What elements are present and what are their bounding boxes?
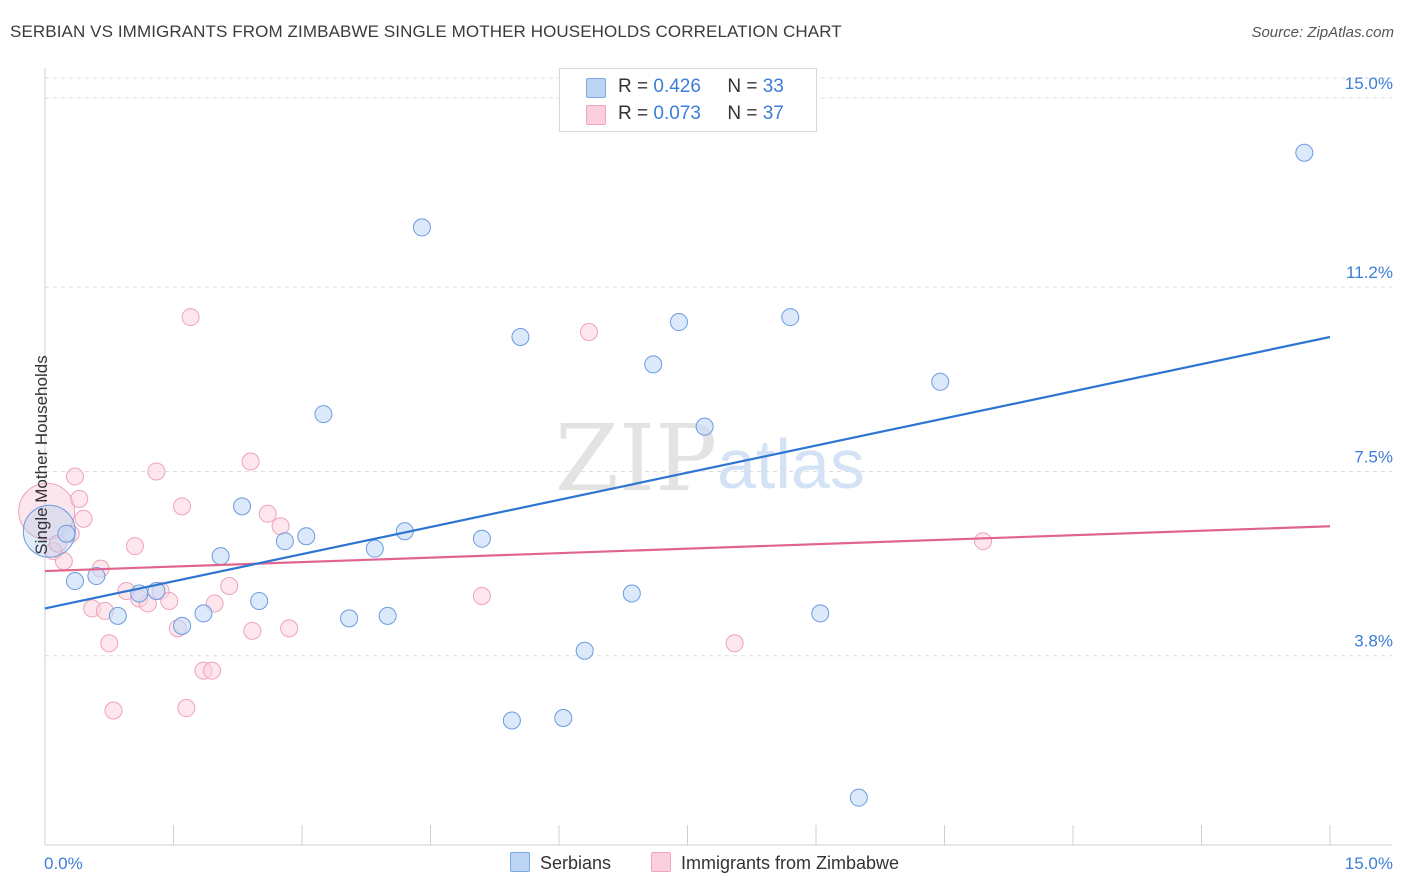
serbian-point <box>365 539 384 558</box>
zimbabwe-point <box>65 467 84 486</box>
y-tick-label: 3.8% <box>1354 632 1393 651</box>
legend-r-label: R = <box>618 76 649 97</box>
legend-n-label: N = <box>727 76 758 97</box>
serbian-point <box>1295 143 1314 162</box>
serbian-point <box>57 524 76 543</box>
serbian-point <box>340 609 359 628</box>
serbian-point <box>314 405 333 424</box>
serbian-point <box>695 417 714 436</box>
serbian-point <box>781 308 800 327</box>
zimbabwe-point <box>271 517 290 536</box>
legend-r-label: R = <box>618 103 649 124</box>
y-tick-label: 7.5% <box>1354 447 1393 466</box>
serbian-point <box>575 641 594 660</box>
watermark: ZIP atlas <box>555 405 865 512</box>
zimbabwe-point <box>472 586 491 605</box>
serbian-point <box>622 584 641 603</box>
legend-n-serbians: 33 <box>762 76 784 97</box>
correlation-legend: R = 0.426 N = 33 R = 0.073 N = 37 <box>559 68 817 132</box>
x-tick-label-max: 15.0% <box>1345 854 1393 873</box>
zimbabwe-point <box>974 532 993 551</box>
legend-r-zimbabwe: 0.073 <box>653 103 701 124</box>
watermark-atlas: atlas <box>717 425 865 503</box>
serbian-point <box>811 604 830 623</box>
legend-n-zimbabwe: 37 <box>762 103 784 124</box>
legend-swatch-zimbabwe <box>586 105 606 125</box>
tick-labels: 3.8% 7.5% 11.2% 15.0% 0.0% 15.0% <box>44 74 1393 873</box>
legend-item-zimbabwe[interactable]: Immigrants from Zimbabwe <box>651 852 899 874</box>
legend-item-serbians[interactable]: Serbians <box>510 852 611 874</box>
chart-title: SERBIAN VS IMMIGRANTS FROM ZIMBABWE SING… <box>10 22 842 41</box>
zimbabwe-point <box>173 497 192 516</box>
zimbabwe-point <box>147 462 166 481</box>
serbian-point <box>472 529 491 548</box>
legend-r-serbians: 0.426 <box>653 76 701 97</box>
zimbabwe-point <box>70 489 89 508</box>
serbian-points <box>22 143 1314 807</box>
serbian-point <box>173 616 192 635</box>
legend-swatch-serbians <box>510 852 530 872</box>
legend-label-serbians: Serbians <box>540 853 612 873</box>
zimbabwe-point <box>104 701 123 720</box>
y-tick-label: 11.2% <box>1346 263 1393 282</box>
serbian-point <box>644 355 663 374</box>
serbian-point <box>65 572 84 591</box>
serbian-point <box>22 504 76 558</box>
serbian-point <box>511 327 530 346</box>
serbian-point <box>931 372 950 391</box>
serbian-point <box>554 708 573 727</box>
serbian-point <box>502 711 521 730</box>
zimbabwe-point <box>280 619 299 638</box>
serbian-point <box>669 313 688 332</box>
x-tick-label-min: 0.0% <box>44 854 83 873</box>
serbian-point <box>233 497 252 516</box>
zimbabwe-point <box>220 577 239 596</box>
trend-lines <box>44 335 1331 610</box>
zimbabwe-point <box>74 509 93 528</box>
legend-label-zimbabwe: Immigrants from Zimbabwe <box>681 853 900 873</box>
source-label: Source: ZipAtlas.com <box>1251 24 1394 41</box>
serbian-point <box>297 527 316 546</box>
zimbabwe-point <box>241 452 260 471</box>
zimbabwe-point <box>177 699 196 718</box>
zimbabwe-trend-line <box>44 525 1331 573</box>
serbian-trend-line <box>44 335 1331 610</box>
legend-n-label: N = <box>727 103 758 124</box>
serbian-point <box>108 606 127 625</box>
y-axis-label: Single Mother Households <box>32 355 51 555</box>
zimbabwe-point <box>100 634 119 653</box>
zimbabwe-point <box>181 308 200 327</box>
serbian-point <box>211 547 230 566</box>
zimbabwe-point <box>18 482 76 540</box>
y-tick-label: 15.0% <box>1345 74 1393 93</box>
zimbabwe-point <box>243 621 262 640</box>
serbian-point <box>194 604 213 623</box>
serbian-point <box>250 591 269 610</box>
zimbabwe-point <box>258 504 277 523</box>
serbian-point <box>378 606 397 625</box>
legend-swatch-serbians <box>586 78 606 98</box>
axes <box>44 68 1392 846</box>
zimbabwe-point <box>579 323 598 342</box>
zimbabwe-point <box>725 634 744 653</box>
serbian-point <box>849 788 868 807</box>
zimbabwe-point <box>125 537 144 556</box>
zimbabwe-point <box>203 661 222 680</box>
zimbabwe-points <box>18 308 993 720</box>
legend-swatch-zimbabwe <box>651 852 671 872</box>
zimbabwe-point <box>160 591 179 610</box>
serbian-point <box>412 218 431 237</box>
serbian-point <box>87 567 106 586</box>
serbian-point <box>275 532 294 551</box>
